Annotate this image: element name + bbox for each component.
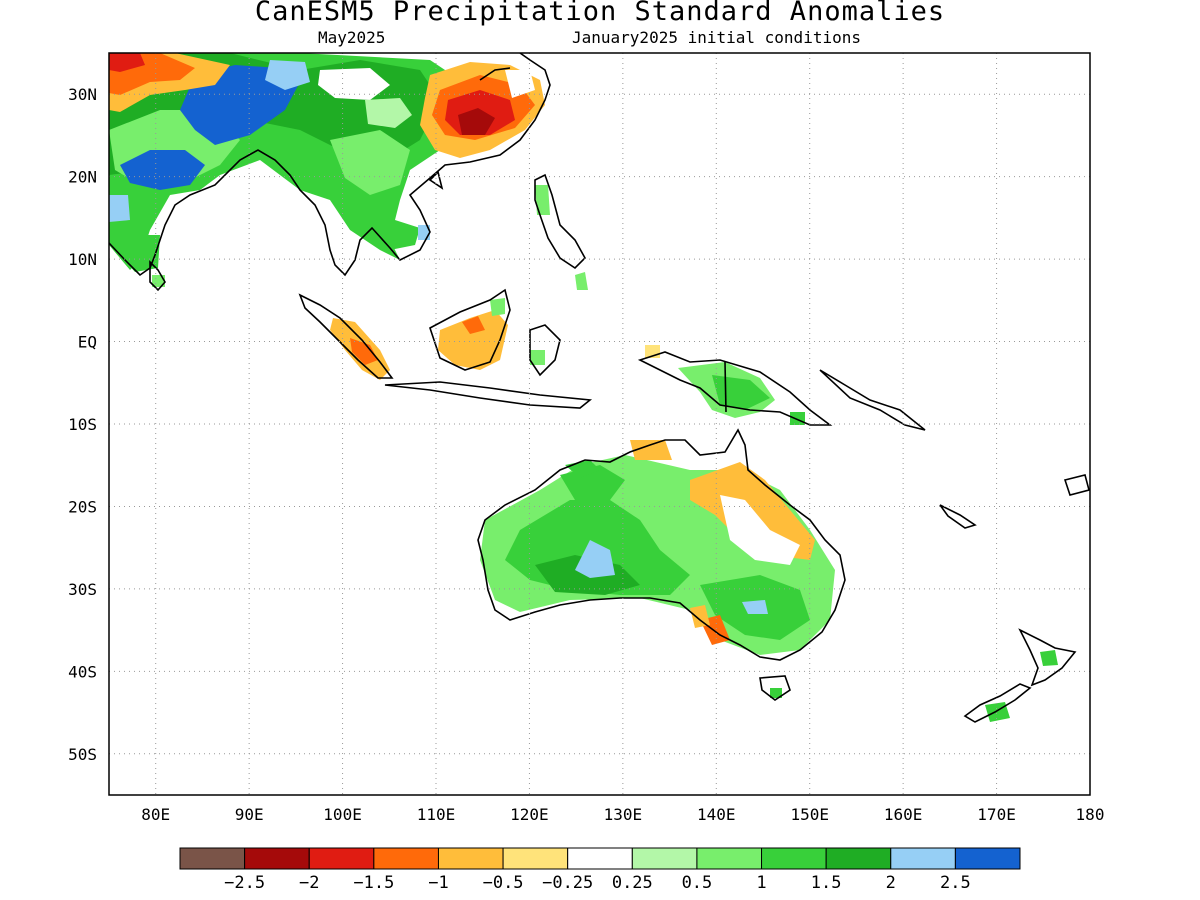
colorbar-label: 1 [756,873,766,893]
colorbar-swatch [373,847,439,870]
latitude-tick-label: EQ [78,333,97,352]
colorbar-label: −2.5 [224,873,265,893]
longitude-tick-label: 180 [1076,805,1105,824]
colorbar-label: 2 [886,873,896,893]
latitude-tick-label: 10S [68,415,97,434]
colorbar-swatch [179,847,246,870]
colorbar-label: 2.5 [940,873,971,893]
colorbar-swatch [567,847,633,870]
colorbar-label: −1 [428,873,448,893]
longitude-tick-label: 80E [141,805,170,824]
colorbar [179,847,1021,870]
maritime-anomalies [330,298,805,425]
colorbar-swatch [954,847,1021,870]
new-zealand-anomalies [985,650,1058,722]
longitude-tick-label: 90E [235,805,264,824]
latitude-tick-label: 20N [68,168,97,187]
colorbar-labels: −2.5 −2 −1.5 −1 −0.5 −0.25 0.25 0.5 1 1.5 2 2.5 [224,873,971,893]
longitude-tick-label: 110E [417,805,456,824]
colorbar-swatch [244,847,310,870]
longitude-tick-label: 160E [884,805,923,824]
colorbar-swatch [502,847,569,870]
latitude-axis: 30N 20N 10N EQ 10S 20S 30S 40S 50S [68,85,97,764]
colorbar-label: −2 [299,873,319,893]
colorbar-label: 1.5 [811,873,842,893]
map-area [109,53,1090,723]
colorbar-label: −0.25 [542,873,593,893]
latitude-tick-label: 30N [68,85,97,104]
australia-anomalies [480,440,835,698]
map-title: CanESM5 Precipitation Standard Anomalies [254,0,946,27]
longitude-tick-label: 170E [977,805,1016,824]
colorbar-swatch [825,847,892,870]
longitude-tick-label: 150E [790,805,829,824]
longitude-tick-label: 130E [604,805,643,824]
colorbar-swatch [308,847,375,870]
colorbar-swatch [631,847,698,870]
latitude-tick-label: 50S [68,745,97,764]
colorbar-swatch [761,847,827,870]
longitude-tick-label: 100E [323,805,362,824]
forecast-month: May2025 [318,28,386,47]
latitude-tick-label: 20S [68,497,97,516]
colorbar-swatch [437,847,504,870]
longitude-tick-label: 140E [697,805,736,824]
colorbar-swatch [696,847,763,870]
latitude-tick-label: 30S [68,580,97,599]
latitude-tick-label: 10N [68,250,97,269]
map-gridlines [109,53,1090,795]
longitude-axis: 80E 90E 100E 110E 120E 130E 140E 150E 160E 170E 18… [141,805,1104,824]
latitude-tick-label: 40S [68,662,97,681]
colorbar-label: 0.25 [612,873,653,893]
asia-anomalies [109,53,588,290]
initial-conditions: January2025 initial conditions [572,28,861,47]
map-frame [108,52,1091,796]
colorbar-label: 0.5 [682,873,713,893]
longitude-tick-label: 120E [510,805,549,824]
colorbar-swatch [890,847,956,870]
colorbar-label: −0.5 [483,873,524,893]
colorbar-label: −1.5 [353,873,394,893]
